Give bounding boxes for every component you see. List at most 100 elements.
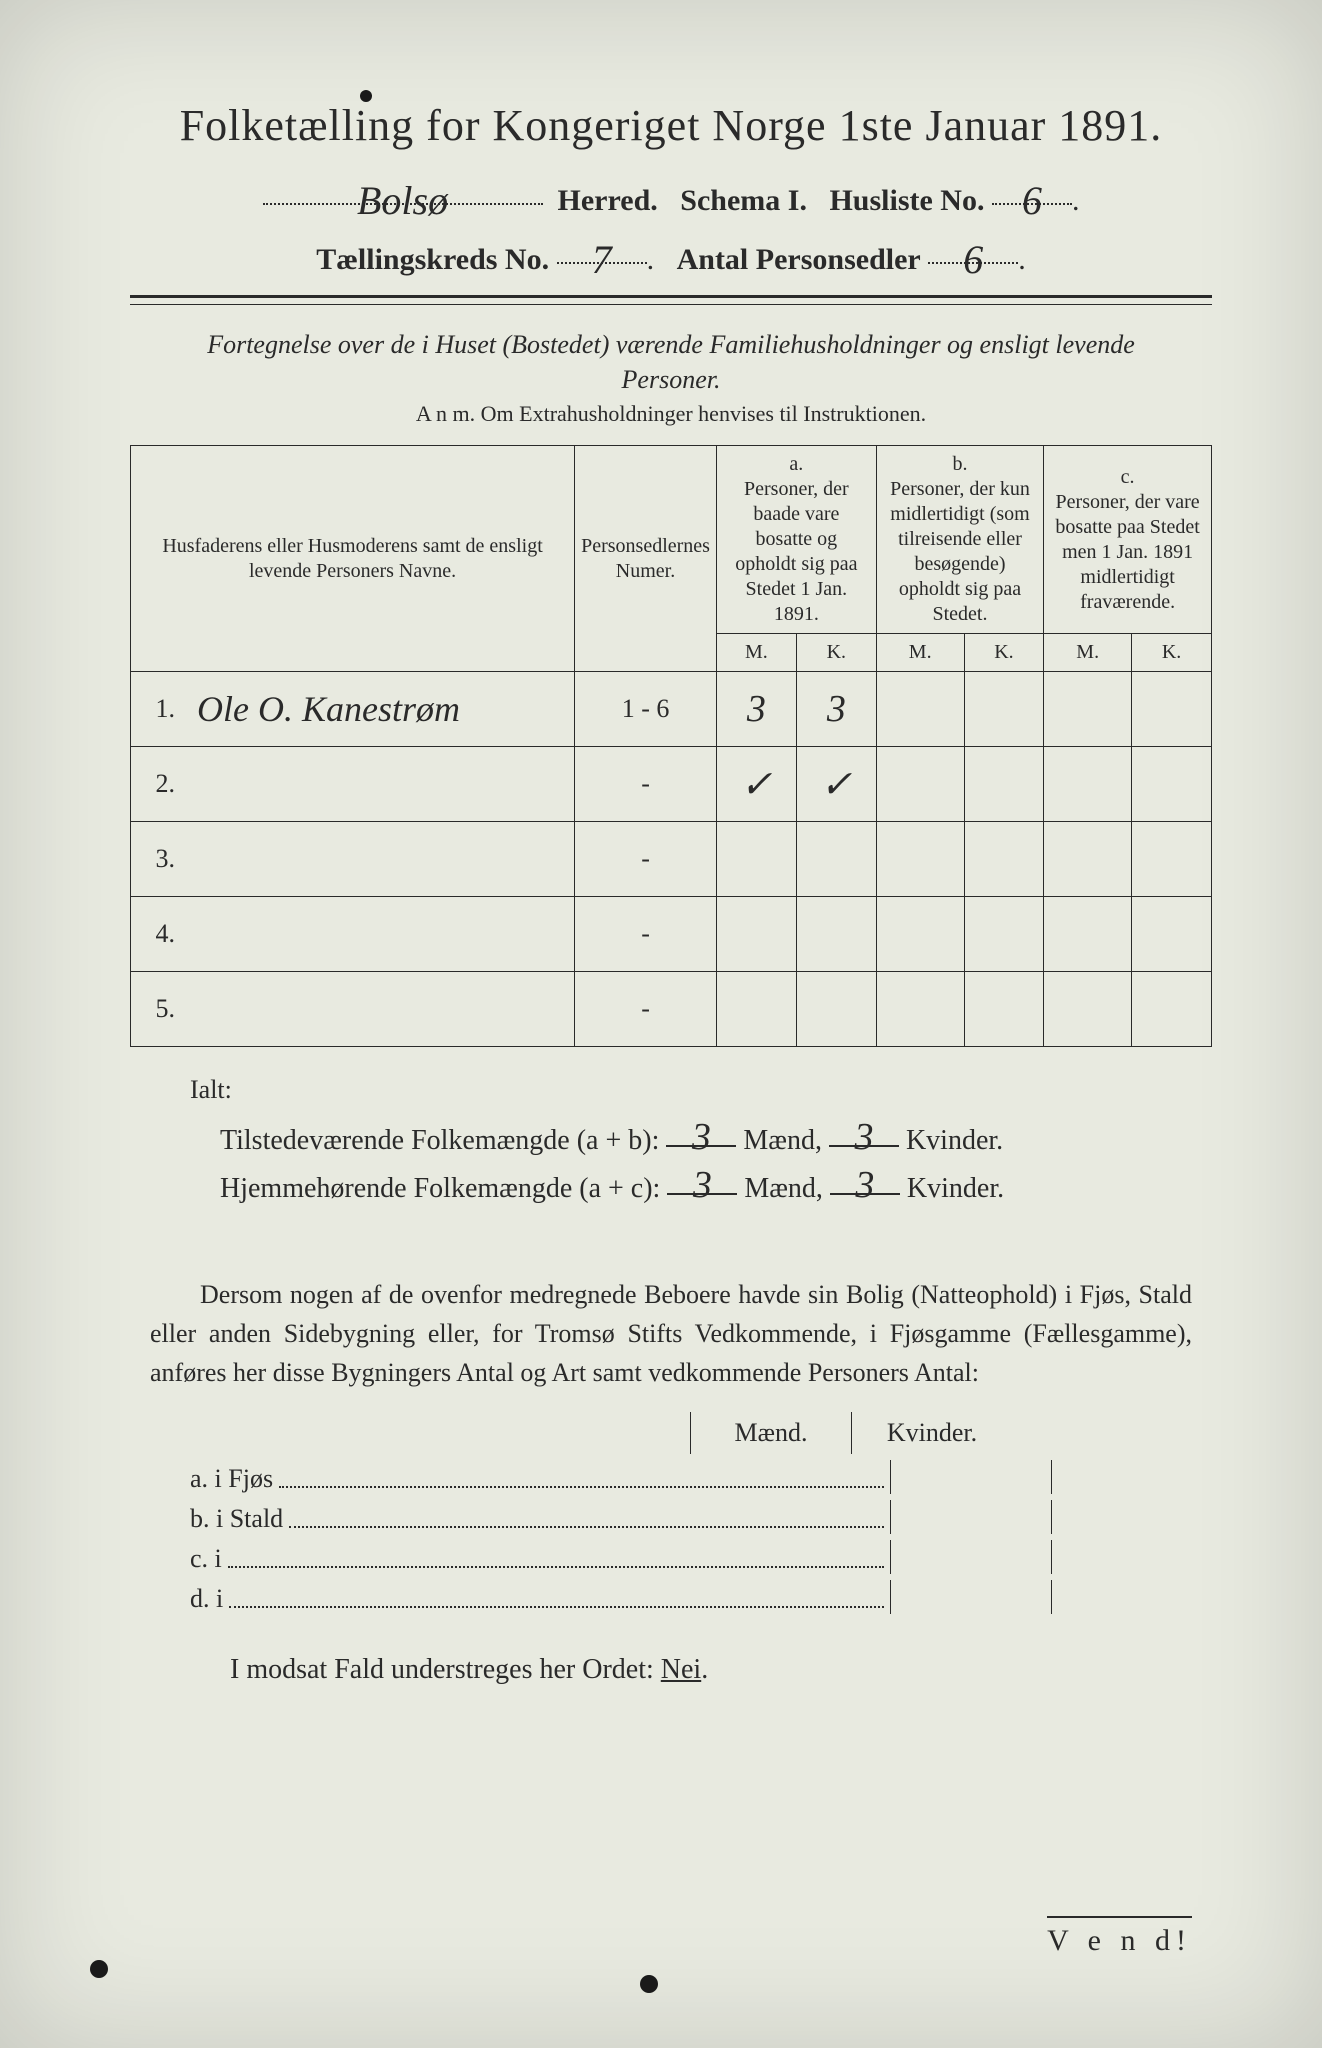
- row-person-num: -: [575, 972, 717, 1047]
- row-person-num: -: [575, 747, 717, 822]
- row-number: 1.: [131, 672, 190, 747]
- nei-line: I modsat Fald understreges her Ordet: Ne…: [230, 1654, 1212, 1686]
- row-c-k: [1132, 747, 1212, 822]
- husliste-value: 6: [1022, 178, 1042, 223]
- row-b-m: [876, 897, 964, 972]
- row-b-k: [964, 897, 1044, 972]
- table-row: 4.-: [131, 897, 1212, 972]
- header-line-1: Bolsø Herred. Schema I. Husliste No. 6.: [130, 173, 1212, 218]
- dotted-line: [289, 1524, 884, 1528]
- habitation-row: c. i: [190, 1540, 1212, 1574]
- row-c-k: [1132, 972, 1212, 1047]
- subtitle-2: A n m. Om Extrahusholdninger henvises ti…: [130, 401, 1212, 427]
- row-b-k: [964, 747, 1044, 822]
- row-name: [189, 822, 575, 897]
- page-title: Folketælling for Kongeriget Norge 1ste J…: [130, 100, 1212, 151]
- punch-hole-icon: [90, 1960, 108, 1978]
- table-row: 5. -: [131, 972, 1212, 1047]
- punch-hole-icon: [640, 1975, 658, 1993]
- dotted-line: [279, 1484, 884, 1488]
- row-a-k: 3: [796, 672, 876, 747]
- habitation-header: Mænd. Kvinder.: [690, 1412, 1212, 1454]
- subtitle-1: Fortegnelse over de i Huset (Bostedet) v…: [190, 327, 1152, 397]
- col-b: b. Personer, der kun midlertidigt (som t…: [876, 446, 1043, 634]
- totals-line-2: Hjemmehørende Folkemængde (a + c): 3 Mæn…: [220, 1163, 1212, 1205]
- row-b-k: [964, 672, 1044, 747]
- col-b-k: K.: [964, 634, 1044, 672]
- row-c-m: [1044, 747, 1132, 822]
- row-c-k: [1132, 822, 1212, 897]
- row-c-m: [1044, 822, 1132, 897]
- row-number: 3.: [131, 822, 190, 897]
- row-b-k: [964, 822, 1044, 897]
- col-c-k: K.: [1132, 634, 1212, 672]
- row-a-k: ✓: [796, 747, 876, 822]
- census-table: Husfaderens eller Husmoderens samt de en…: [130, 445, 1212, 1047]
- col-a: a. Personer, der baade vare bosatte og o…: [716, 446, 876, 634]
- totals-line-1: Tilstedeværende Folkemængde (a + b): 3 M…: [220, 1115, 1212, 1157]
- row-b-m: [876, 972, 964, 1047]
- row-c-k: [1132, 897, 1212, 972]
- col-person-num: Personsedlernes Numer.: [575, 446, 717, 672]
- personsedler-label: Antal Personsedler: [677, 243, 921, 276]
- row-c-m: [1044, 972, 1132, 1047]
- vend-label: V e n d!: [1047, 1916, 1192, 1958]
- table-row: 2.-✓✓: [131, 747, 1212, 822]
- row-b-k: [964, 972, 1044, 1047]
- habitation-label: d. i: [190, 1584, 223, 1614]
- schema-label: Schema I.: [680, 184, 807, 217]
- habitation-label: c. i: [190, 1544, 222, 1574]
- col-a-k: K.: [796, 634, 876, 672]
- row-c-k: [1132, 672, 1212, 747]
- row-a-m: [716, 897, 796, 972]
- row-name: [189, 897, 575, 972]
- row-name: Ole O. Kanestrøm: [189, 672, 575, 747]
- row-a-m: [716, 972, 796, 1047]
- kreds-value: 7: [592, 237, 612, 282]
- herred-label: Herred.: [558, 184, 658, 217]
- kreds-label: Tællingskreds No.: [316, 243, 549, 276]
- table-row: 3. -: [131, 822, 1212, 897]
- row-number: 5.: [131, 972, 190, 1047]
- row-person-num: -: [575, 822, 717, 897]
- row-a-k: [796, 897, 876, 972]
- row-number: 4.: [131, 897, 190, 972]
- habitation-cells: [890, 1580, 1212, 1614]
- personsedler-value: 6: [963, 237, 983, 282]
- habitation-row: b. i Stald: [190, 1500, 1212, 1534]
- row-name: [189, 747, 575, 822]
- habitation-row: d. i: [190, 1580, 1212, 1614]
- table-row: 1.Ole O. Kanestrøm1 - 633: [131, 672, 1212, 747]
- row-a-m: [716, 822, 796, 897]
- dotted-line: [229, 1604, 884, 1608]
- row-a-k: [796, 822, 876, 897]
- col-c: c. Personer, der vare bosatte paa Stedet…: [1044, 446, 1212, 634]
- col-c-m: M.: [1044, 634, 1132, 672]
- col-a-m: M.: [716, 634, 796, 672]
- row-a-k: [796, 972, 876, 1047]
- row-a-m: 3: [716, 672, 796, 747]
- row-b-m: [876, 747, 964, 822]
- row-number: 2.: [131, 747, 190, 822]
- husliste-label: Husliste No.: [829, 184, 984, 217]
- row-c-m: [1044, 672, 1132, 747]
- hab-head-maend: Mænd.: [690, 1412, 851, 1454]
- habitation-cells: [890, 1540, 1212, 1574]
- row-b-m: [876, 822, 964, 897]
- habitation-cells: [890, 1500, 1212, 1534]
- col-name: Husfaderens eller Husmoderens samt de en…: [131, 446, 575, 672]
- habitation-label: a. i Fjøs: [190, 1464, 273, 1494]
- ialt-label: Ialt:: [190, 1075, 1212, 1105]
- header-line-2: Tællingskreds No. 7. Antal Personsedler …: [130, 232, 1212, 277]
- row-c-m: [1044, 897, 1132, 972]
- herred-value: Bolsø: [357, 178, 448, 223]
- row-a-m: ✓: [716, 747, 796, 822]
- col-b-m: M.: [876, 634, 964, 672]
- rule-1: [130, 295, 1212, 305]
- dotted-line: [228, 1564, 884, 1568]
- ink-spot-icon: [360, 90, 372, 102]
- row-b-m: [876, 672, 964, 747]
- habitation-row: a. i Fjøs: [190, 1460, 1212, 1494]
- habitation-paragraph: Dersom nogen af de ovenfor medregnede Be…: [150, 1275, 1192, 1392]
- hab-head-kvinder: Kvinder.: [851, 1412, 1012, 1454]
